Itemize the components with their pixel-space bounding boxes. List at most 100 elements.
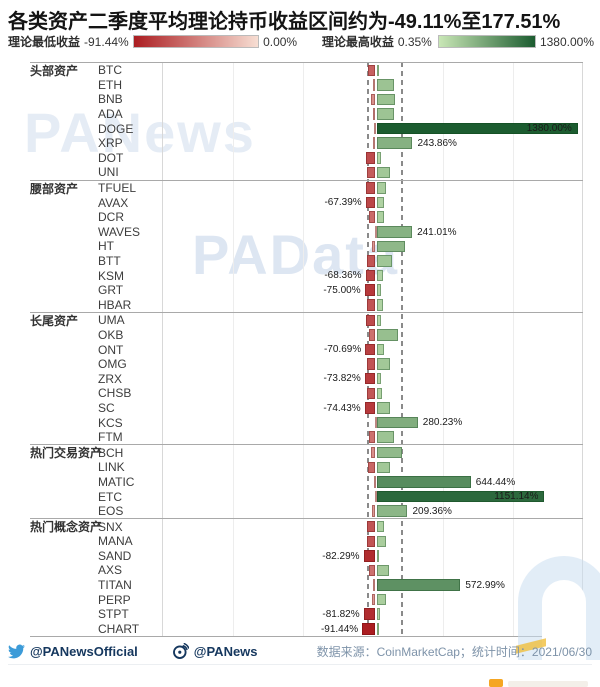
min-return-bar-PERP [371, 593, 376, 606]
min-return-bar-ONT [365, 343, 376, 356]
asset-label-CHART: CHART [98, 621, 140, 636]
max-return-bar-SAND [377, 550, 379, 562]
bar-row-OMG: OMG [30, 357, 583, 372]
asset-label-BTC: BTC [98, 63, 122, 78]
max-return-bar-ETH [377, 79, 395, 91]
max-return-bar-KSM [377, 269, 383, 282]
max-return-bar-ZRX [377, 372, 381, 385]
bar-row-TITAN: TITAN 572.99% [30, 578, 583, 593]
asset-label-UMA: UMA [98, 313, 125, 328]
footer: @PANewsOfficial @PANews 数据来源：CoinMarketC… [8, 643, 592, 665]
twitter-handle[interactable]: @PANewsOfficial [30, 644, 138, 659]
weibo-handle[interactable]: @PANews [193, 644, 258, 659]
asset-label-ADA: ADA [98, 107, 123, 122]
max-return-bar-ADA [377, 108, 394, 120]
bar-row-AXS: AXS [30, 563, 583, 578]
plot-area: -73.82% [162, 371, 583, 386]
asset-label-LINK: LINK [98, 460, 125, 475]
plot-area: 644.44% [162, 475, 583, 490]
bar-row-ZRX: ZRX -73.82% [30, 371, 583, 386]
min-return-bar-FTM [368, 431, 376, 443]
bar-row-SNX: 热门概念资产 SNX [30, 519, 583, 534]
weibo-handle-group[interactable]: @PANews [172, 643, 258, 660]
section-长尾资产: 长尾资产 UMA OKB ONT -70.69% OMG ZRX -73.82% CHSB SC -… [30, 312, 583, 444]
asset-label-WAVES: WAVES [98, 224, 141, 239]
max-return-bar-DCR [377, 211, 385, 223]
legend-max-gradient-swatch [437, 35, 536, 48]
min-return-bar-ZRX [364, 372, 376, 385]
plot-area: -81.82% [162, 607, 583, 622]
section-热门概念资产: 热门概念资产 SNX MANA SAND -82.29% AXS TITAN 572.99% P… [30, 518, 583, 638]
max-return-bar-SC [377, 402, 391, 414]
plot-area [162, 386, 583, 401]
plot-area [162, 254, 583, 269]
min-value-label-SC: -74.43% [323, 402, 361, 414]
twitter-handle-group[interactable]: @PANewsOfficial [8, 643, 138, 660]
max-return-bar-TFUEL [377, 182, 387, 194]
bar-row-ETC: ETC 1151.14% [30, 489, 583, 504]
plot-area [162, 534, 583, 549]
category-label: 热门概念资产 [30, 520, 103, 535]
max-return-bar-WAVES [377, 226, 413, 238]
min-return-bar-ADA [372, 108, 376, 120]
asset-label-STPT: STPT [98, 607, 129, 622]
max-return-bar-DOGE [377, 122, 578, 135]
min-return-bar-SNX [366, 520, 376, 533]
min-value-label-AVAX: -67.39% [324, 197, 362, 209]
asset-label-DCR: DCR [98, 210, 124, 225]
plot-area: -75.00% [162, 283, 583, 298]
min-return-bar-SC [364, 402, 376, 414]
min-return-bar-CHSB [367, 387, 376, 400]
bar-row-EOS: EOS 209.36% [30, 504, 583, 519]
min-return-bar-ETC [374, 490, 377, 503]
asset-label-SNX: SNX [98, 519, 123, 534]
max-return-bar-LINK [377, 461, 391, 474]
legend-min-gradient-swatch [132, 35, 260, 48]
max-return-bar-ETC [377, 490, 545, 503]
max-value-label-EOS: 209.36% [412, 505, 452, 517]
min-return-bar-AVAX [365, 196, 376, 209]
min-return-bar-AXS [368, 564, 376, 577]
plot-area [162, 445, 583, 460]
plot-area [162, 63, 583, 78]
legend-max-from: 0.35% [397, 34, 432, 49]
plot-area [162, 357, 583, 372]
plot-area: 209.36% [162, 504, 583, 519]
min-value-label-KSM: -68.36% [324, 270, 362, 282]
plot-area [162, 78, 583, 93]
plot-area: -70.69% [162, 342, 583, 357]
data-source-note: 数据来源：CoinMarketCap；统计时间：2021/06/30 [316, 645, 592, 659]
max-return-bar-KCS [377, 416, 418, 429]
asset-label-XRP: XRP [98, 136, 123, 151]
min-return-bar-TFUEL [366, 182, 376, 194]
bar-row-ADA: ADA [30, 107, 583, 122]
asset-label-ETH: ETH [98, 77, 122, 92]
category-label: 头部资产 [30, 63, 79, 78]
plot-area: 280.23% [162, 415, 583, 430]
bar-row-DOGE: DOGE 1380.00% [30, 121, 583, 136]
bar-row-CHART: CHART -91.44% [30, 622, 583, 637]
min-return-bar-DCR [368, 211, 376, 223]
bar-row-DCR: DCR [30, 210, 583, 225]
bar-row-MATIC: MATIC 644.44% [30, 475, 583, 490]
max-return-bar-AVAX [377, 196, 384, 209]
bar-row-BNB: BNB [30, 92, 583, 107]
section-腰部资产: 腰部资产 TFUEL AVAX -67.39% DCR WAVES 241.01% HT BTT… [30, 179, 583, 312]
plot-area: 241.01% [162, 225, 583, 240]
bar-row-KCS: KCS 280.23% [30, 415, 583, 430]
bar-row-UMA: 长尾资产 UMA [30, 313, 583, 328]
page-title: 各类资产二季度平均理论持币收益区间约为-49.11%至177.51% [8, 11, 561, 33]
cropped-logo-fragment-2 [508, 681, 588, 687]
min-return-bar-OMG [366, 358, 376, 370]
bar-row-FTM: FTM [30, 430, 583, 445]
min-return-bar-MATIC [373, 476, 376, 488]
bar-row-TFUEL: 腰部资产 TFUEL [30, 181, 583, 196]
asset-label-TFUEL: TFUEL [98, 181, 137, 196]
bar-row-PERP: PERP [30, 592, 583, 607]
plot-area: -67.39% [162, 195, 583, 210]
max-return-bar-TITAN [377, 579, 461, 591]
bar-row-DOT: DOT [30, 151, 583, 166]
category-label: 热门交易资产 [30, 446, 103, 461]
plot-area: 1380.00% [162, 121, 583, 136]
